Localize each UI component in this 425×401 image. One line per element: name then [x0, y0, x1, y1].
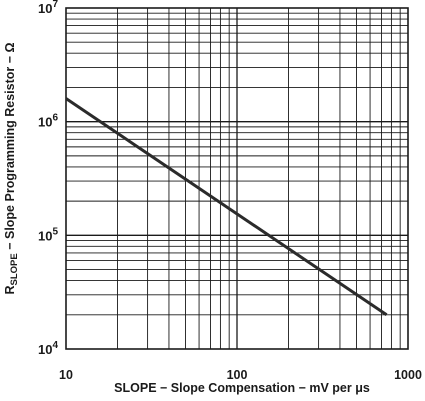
x-tick-label: 10	[59, 368, 73, 382]
series-layer	[65, 97, 388, 317]
series-line	[65, 97, 388, 317]
y-axis-title-subscript: SLOPE	[9, 253, 20, 285]
y-tick-label: 106	[38, 113, 58, 130]
y-axis-title-rest: − Slope Programming Resistor − Ω	[3, 42, 17, 253]
x-axis-title: SLOPE − Slope Compensation − mV per μs	[114, 381, 370, 395]
y-tick-label: 105	[38, 226, 58, 243]
x-tick-labels: 10 100 1000	[59, 368, 422, 382]
grid	[66, 8, 408, 349]
y-axis-title-prefix: R	[3, 285, 17, 294]
y-tick-label: 104	[38, 340, 58, 357]
y-tick-label: 107	[38, 0, 58, 16]
x-tick-label: 1000	[394, 368, 422, 382]
x-tick-label: 100	[227, 368, 248, 382]
plot-frame	[65, 7, 409, 350]
y-tick-labels: 104 105 106 107	[38, 0, 58, 357]
y-axis-title: RSLOPE − Slope Programming Resistor − Ω	[3, 42, 20, 294]
